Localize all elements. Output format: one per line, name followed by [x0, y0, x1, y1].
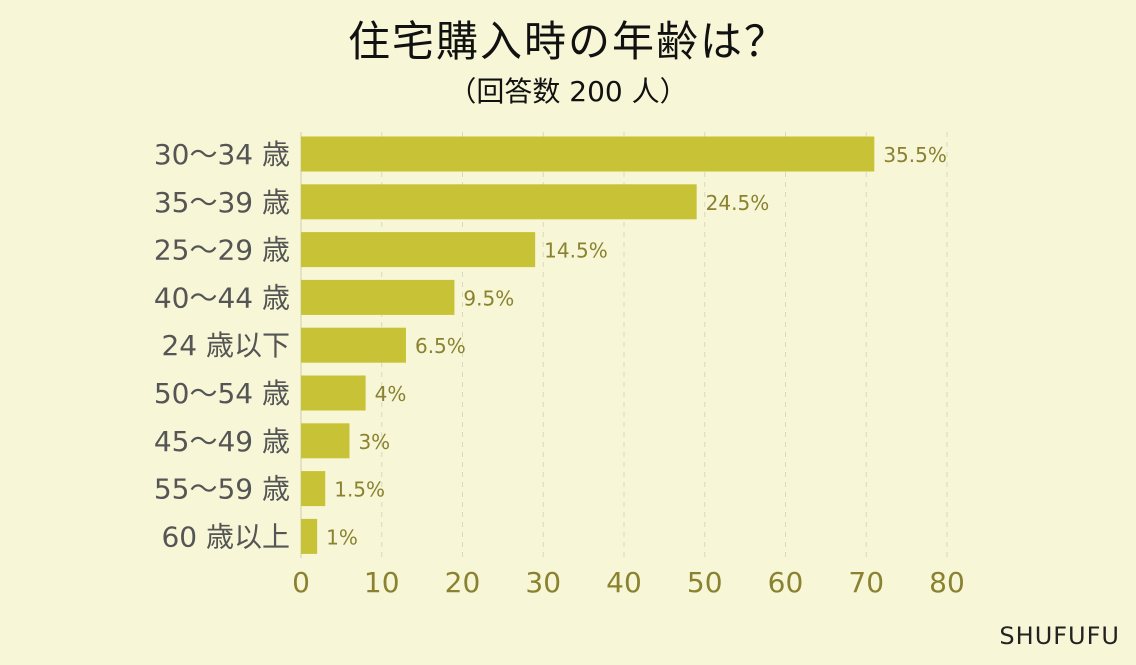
category-label: 24 歳以下 [161, 329, 290, 362]
category-label: 60 歳以上 [161, 520, 290, 553]
data-label: 1% [326, 525, 358, 549]
data-label: 14.5% [544, 239, 608, 263]
data-label: 6.5% [415, 334, 466, 358]
data-label: 4% [375, 382, 407, 406]
category-label: 55～59 歳 [154, 473, 290, 506]
chart-title: 住宅購入時の年齢は？ [347, 17, 788, 66]
x-tick-label: 60 [768, 566, 804, 599]
bar [301, 279, 455, 315]
bar [301, 375, 366, 411]
category-label: 30～34 歳 [154, 138, 290, 171]
data-label: 35.5% [883, 143, 947, 167]
category-label: 40～44 歳 [154, 281, 290, 314]
data-label: 24.5% [706, 191, 770, 215]
bar [301, 327, 406, 363]
bar [301, 136, 875, 172]
category-label: 35～39 歳 [154, 186, 290, 219]
x-tick-label: 50 [687, 566, 723, 599]
bar [301, 232, 536, 268]
chart-subtitle: （回答数 200 人） [448, 75, 688, 108]
category-label: 45～49 歳 [154, 425, 290, 458]
bar [301, 518, 318, 554]
x-tick-label: 10 [364, 566, 400, 599]
bar [301, 184, 697, 220]
x-tick-label: 40 [606, 566, 642, 599]
bar [301, 423, 350, 459]
x-tick-label: 20 [445, 566, 481, 599]
x-tick-label: 0 [292, 566, 310, 599]
data-label: 1.5% [334, 478, 385, 502]
category-label: 25～29 歳 [154, 234, 290, 267]
data-label: 3% [358, 430, 390, 454]
source-label: SHUFUFU [999, 622, 1120, 650]
bar [301, 471, 326, 507]
x-tick-label: 70 [848, 566, 884, 599]
data-label: 9.5% [463, 286, 514, 310]
x-tick-label: 30 [525, 566, 561, 599]
x-tick-label: 80 [929, 566, 965, 599]
category-label: 50～54 歳 [154, 377, 290, 410]
